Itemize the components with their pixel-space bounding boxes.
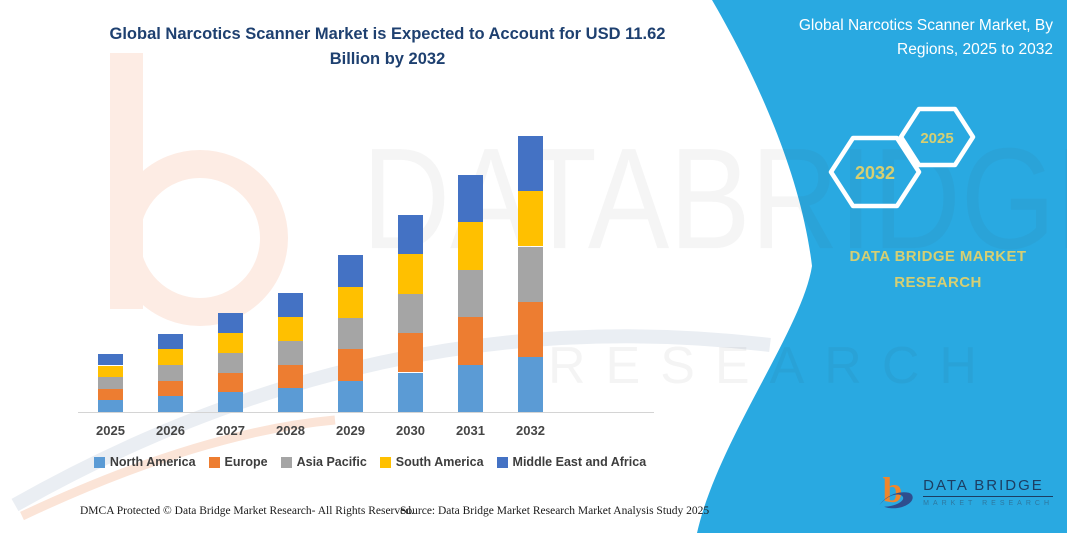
brand-text: DATA BRIDGE MARKET RESEARCH (838, 244, 1038, 295)
bar-segment-europe (218, 372, 243, 393)
brand-text-line1: DATA BRIDGE MARKET (849, 248, 1027, 265)
bar-segment-north-america (398, 372, 423, 412)
legend-item: South America (379, 455, 484, 469)
bar-segment-north-america (458, 364, 483, 412)
bar-segment-north-america (278, 388, 303, 413)
banner-heading: Global Narcotics Scanner Market, By Regi… (798, 17, 1053, 59)
bar-segment-north-america (518, 356, 543, 412)
legend-item: Asia Pacific (280, 455, 367, 469)
bar-segment-asia-pacific (398, 293, 423, 334)
bar-segment-middle-east-and-africa (518, 136, 543, 192)
bar-segment-north-america (338, 380, 363, 412)
bar-segment-north-america (218, 392, 243, 412)
bar-segment-asia-pacific (518, 246, 543, 302)
legend-label: North America (109, 455, 196, 469)
bar-segment-asia-pacific (158, 365, 183, 381)
x-axis-label: 2029 (336, 423, 365, 438)
bar-segment-south-america (458, 222, 483, 270)
bar-segment-europe (458, 317, 483, 365)
bar-segment-asia-pacific (218, 352, 243, 373)
svg-text:b: b (883, 470, 903, 510)
bar-segment-north-america (98, 400, 123, 412)
bar-segment-middle-east-and-africa (218, 313, 243, 334)
brand-text-line2: RESEARCH (894, 273, 982, 291)
bar-segment-middle-east-and-africa (458, 174, 483, 222)
bar-segment-north-america (158, 396, 183, 412)
bar-segment-middle-east-and-africa (338, 255, 363, 287)
legend-label: Asia Pacific (296, 455, 367, 469)
bar-segment-middle-east-and-africa (278, 293, 303, 318)
bar-segment-europe (98, 388, 123, 401)
legend-item: Middle East and Africa (496, 455, 647, 469)
x-axis-label: 2030 (396, 423, 425, 438)
bar-segment-europe (398, 333, 423, 373)
legend-label: Europe (224, 455, 268, 469)
x-axis-label: 2031 (456, 423, 485, 438)
x-axis-label: 2026 (156, 423, 185, 438)
legend-swatch-icon (280, 456, 292, 468)
legend-label: South America (395, 455, 484, 469)
dmca-notice: DMCA Protected © Data Bridge Market Rese… (80, 505, 414, 517)
bar-segment-asia-pacific (338, 317, 363, 350)
x-axis-label: 2032 (516, 423, 545, 438)
logo-tagline: MARKET RESEARCH (923, 500, 1053, 507)
legend-item: Europe (208, 455, 268, 469)
bar-segment-europe (518, 301, 543, 357)
x-axis-label: 2027 (216, 423, 245, 438)
company-logo: b DATA BRIDGE MARKET RESEARCH (878, 463, 1053, 521)
legend-swatch-icon (208, 456, 220, 468)
x-axis-label: 2025 (96, 423, 125, 438)
x-axis-line (78, 412, 654, 413)
bar-segment-south-america (338, 286, 363, 318)
bar-segment-middle-east-and-africa (158, 333, 183, 350)
bar-segment-south-america (518, 191, 543, 247)
bar-segment-south-america (158, 349, 183, 365)
bar-segment-asia-pacific (278, 340, 303, 365)
bar-segment-asia-pacific (98, 377, 123, 389)
legend-item: North America (93, 455, 196, 469)
bar-segment-asia-pacific (458, 269, 483, 317)
legend-swatch-icon (93, 456, 105, 468)
x-axis-label: 2028 (276, 423, 305, 438)
logo-words: DATA BRIDGE MARKET RESEARCH (923, 477, 1053, 507)
bar-segment-europe (338, 349, 363, 381)
bar-segment-europe (158, 380, 183, 397)
legend: North America Europe Asia Pacific South Ame… (55, 455, 685, 469)
bar-segment-south-america (278, 317, 303, 341)
legend-swatch-icon (496, 456, 508, 468)
bar-segment-middle-east-and-africa (98, 353, 123, 366)
bar-segment-middle-east-and-africa (398, 214, 423, 255)
logo-b-icon: b (879, 470, 913, 510)
chart-title: Global Narcotics Scanner Market is Expec… (109, 25, 666, 68)
logo-name: DATA BRIDGE (923, 477, 1053, 497)
bar-segment-south-america (98, 365, 123, 378)
bar-segment-south-america (218, 333, 243, 353)
source-note: Source: Data Bridge Market Research Mark… (400, 505, 710, 517)
legend-label: Middle East and Africa (512, 455, 647, 469)
bar-segment-south-america (398, 254, 423, 294)
legend-swatch-icon (379, 456, 391, 468)
bar-segment-europe (278, 364, 303, 389)
